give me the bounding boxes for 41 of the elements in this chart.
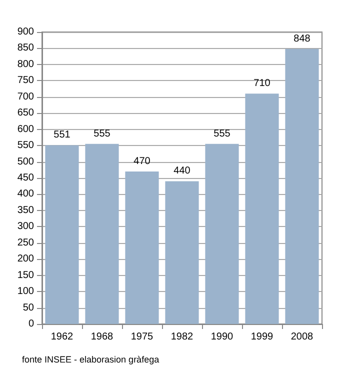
bar xyxy=(45,145,79,324)
data-label: 440 xyxy=(174,166,191,177)
data-label: 551 xyxy=(54,130,71,141)
y-tick-label: 650 xyxy=(17,108,34,119)
bar xyxy=(285,48,319,324)
x-tick-label: 2008 xyxy=(290,332,314,342)
y-tick-label: 500 xyxy=(17,156,34,168)
y-tick-label: 200 xyxy=(17,254,34,265)
y-tick-label: 150 xyxy=(17,270,34,281)
y-tick-label: 0 xyxy=(28,318,34,330)
y-tick-label: 400 xyxy=(17,188,34,200)
x-tick-label: 1968 xyxy=(90,332,114,342)
x-tick-label: 1982 xyxy=(170,332,194,342)
y-tick-label: 350 xyxy=(17,204,34,216)
data-label: 848 xyxy=(294,33,311,44)
y-tick-label: 850 xyxy=(17,42,34,54)
data-label: 710 xyxy=(254,78,271,90)
data-label: 555 xyxy=(214,128,231,140)
x-tick-label: 1990 xyxy=(210,332,234,342)
x-tick-label: 1962 xyxy=(50,332,74,342)
y-tick-label: 600 xyxy=(17,124,34,135)
x-tick-label: 1999 xyxy=(250,332,274,342)
y-tick-label: 250 xyxy=(17,237,34,248)
x-tick-label: 1975 xyxy=(130,332,154,342)
y-tick-label: 100 xyxy=(17,286,34,298)
y-tick-label: 750 xyxy=(17,75,34,86)
bar xyxy=(125,172,159,324)
bar xyxy=(165,181,199,324)
y-tick-label: 700 xyxy=(17,91,34,102)
y-tick-label: 800 xyxy=(17,58,34,70)
bar xyxy=(205,144,239,324)
y-tick-label: 300 xyxy=(17,221,34,232)
y-tick-label: 450 xyxy=(17,172,34,184)
data-label: 470 xyxy=(134,156,151,168)
y-tick-label: 900 xyxy=(17,26,34,38)
bar xyxy=(85,144,119,324)
y-tick-label: 50 xyxy=(22,302,34,314)
source-note: fonte INSEE - elaborasion gràfega xyxy=(22,354,160,364)
y-tick-label: 550 xyxy=(17,140,34,152)
data-label: 555 xyxy=(94,128,111,140)
bar xyxy=(245,94,279,324)
